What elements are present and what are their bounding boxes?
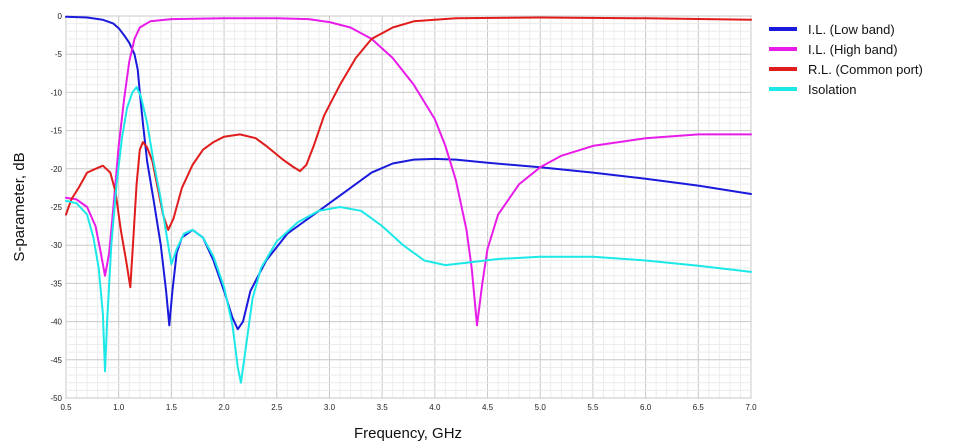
x-tick-label: 3.0	[324, 403, 336, 412]
x-tick-label: 3.5	[377, 403, 389, 412]
grid	[65, 15, 752, 399]
y-tick-labels: 0 -5 -10 -15 -20 -25 -30 -35 -40 -45 -50	[50, 12, 62, 403]
x-tick-label: 2.5	[271, 403, 283, 412]
x-tick-label: 6.0	[640, 403, 652, 412]
legend-label: I.L. (Low band)	[808, 22, 895, 37]
y-tick-label: -15	[50, 127, 62, 136]
x-axis-title: Frequency, GHz	[354, 425, 462, 442]
x-tick-label: 6.5	[693, 403, 705, 412]
legend: I.L. (Low band) I.L. (High band) R.L. (Com…	[769, 22, 923, 97]
x-tick-label: 1.0	[113, 403, 125, 412]
x-tick-label: 0.5	[60, 403, 72, 412]
y-tick-label: -20	[50, 165, 62, 174]
y-tick-label: -25	[50, 203, 62, 212]
y-tick-label: -30	[50, 241, 62, 250]
x-tick-label: 5.0	[535, 403, 547, 412]
legend-label: R.L. (Common port)	[808, 62, 923, 77]
x-tick-label: 5.5	[587, 403, 599, 412]
y-tick-label: -45	[50, 356, 62, 365]
x-tick-label: 4.5	[482, 403, 494, 412]
y-tick-label: -35	[50, 279, 62, 288]
legend-label: I.L. (High band)	[808, 42, 898, 57]
x-tick-label: 2.0	[219, 403, 231, 412]
y-tick-label: 0	[58, 12, 63, 21]
legend-label: Isolation	[808, 82, 856, 97]
series-line	[65, 86, 752, 384]
y-tick-label: -50	[50, 394, 62, 403]
y-axis-title: S-parameter, dB	[11, 152, 28, 261]
y-tick-label: -10	[50, 88, 62, 97]
x-tick-labels: 0.5 1.0 1.5 2.0 2.5 3.0 3.5 4.0 4.5 5.0 5.5 6.0 6.5 7…	[60, 403, 757, 412]
x-tick-label: 1.5	[166, 403, 178, 412]
series-lines	[65, 15, 752, 384]
y-tick-label: -40	[50, 318, 62, 327]
series-line	[65, 15, 752, 331]
y-tick-label: -5	[55, 50, 63, 59]
series-line	[65, 17, 752, 327]
x-tick-label: 4.0	[429, 403, 441, 412]
x-tick-label: 7.0	[745, 403, 757, 412]
